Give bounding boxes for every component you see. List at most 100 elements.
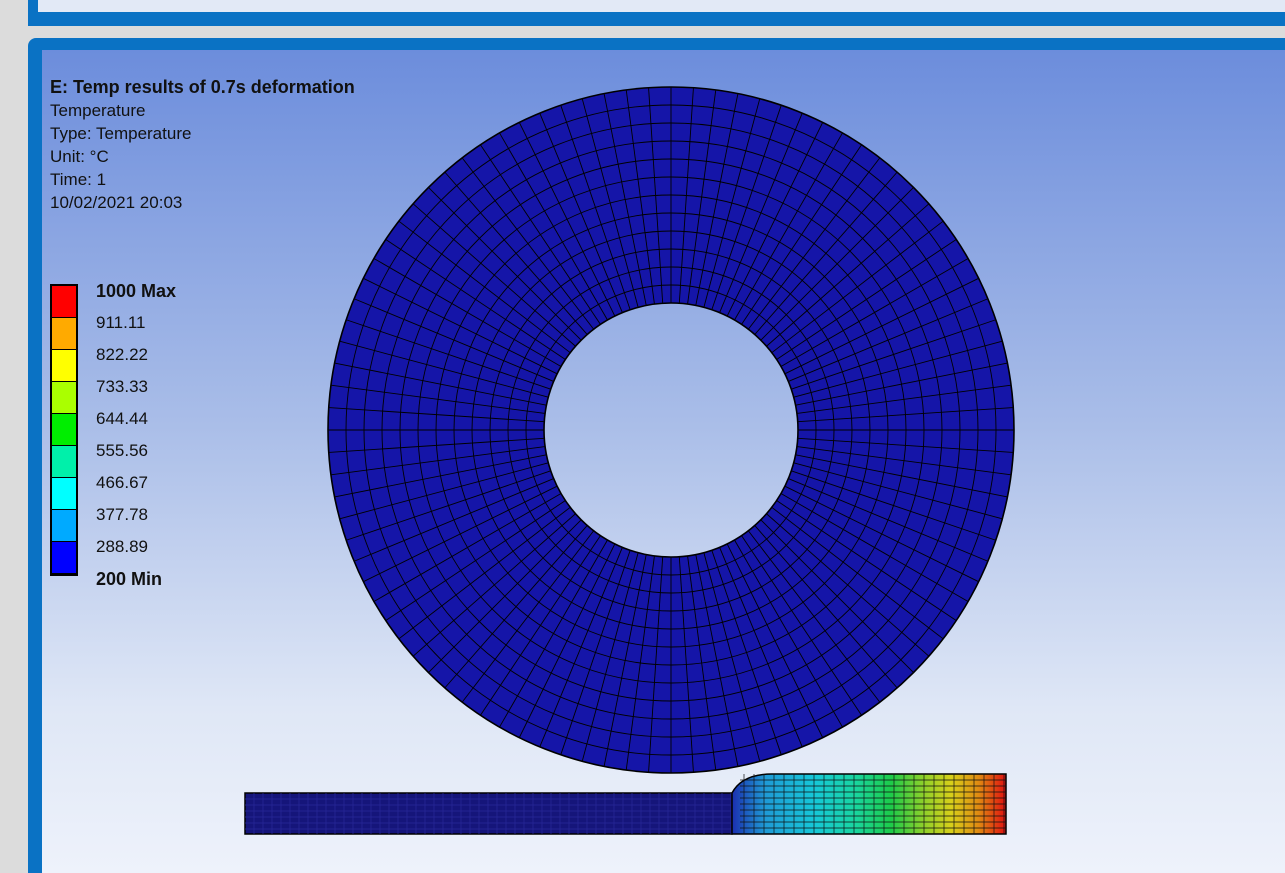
- mesh-spoke: [330, 446, 546, 476]
- mesh-spoke: [797, 407, 1014, 423]
- mesh-spoke: [797, 437, 1014, 453]
- result-info-block: E: Temp results of 0.7s deformation Temp…: [50, 76, 355, 214]
- mesh-spoke: [334, 454, 547, 498]
- mesh-spoke: [518, 543, 616, 738]
- graphics-window-frame: E: Temp results of 0.7s deformation Temp…: [28, 38, 1285, 873]
- mesh-spoke: [760, 519, 914, 673]
- legend-label: 555.56: [96, 441, 148, 460]
- mesh-spoke: [373, 493, 562, 602]
- mesh-spoke: [346, 470, 551, 541]
- mesh-spoke: [771, 220, 944, 354]
- legend-label-max: 1000 Max: [96, 281, 177, 301]
- mesh-spoke: [788, 478, 989, 562]
- mesh-spoke: [754, 171, 898, 335]
- mesh-spoke: [334, 362, 547, 406]
- legend-swatch: [52, 478, 76, 510]
- mesh-spoke: [760, 187, 914, 341]
- legend-label: 466.67: [96, 473, 148, 492]
- mesh-spoke: [766, 513, 930, 657]
- mesh-spoke: [695, 93, 739, 306]
- mesh-spoke: [784, 277, 979, 375]
- mesh-spoke: [776, 239, 957, 360]
- mesh-spoke: [766, 203, 930, 347]
- mesh-spoke: [678, 556, 694, 773]
- result-timestamp: 10/02/2021 20:03: [50, 193, 183, 212]
- mesh-spoke: [695, 554, 739, 767]
- mesh-spoke: [330, 384, 546, 414]
- mesh-spoke: [339, 462, 549, 520]
- mesh-spoke: [741, 144, 862, 325]
- mesh-spoke: [791, 470, 996, 541]
- result-title: E: Temp results of 0.7s deformation: [50, 77, 355, 97]
- mesh-spoke: [795, 454, 1008, 498]
- legend-label: 733.33: [96, 377, 148, 396]
- mesh-spoke: [711, 105, 782, 310]
- wheel-ring-mesh: [327, 86, 1015, 774]
- mesh-spoke: [776, 500, 957, 621]
- mesh-spoke: [793, 340, 1003, 398]
- legend-swatch: [52, 382, 76, 414]
- legend-labels: 1000 Max 911.11 822.22 733.33 644.44 555…: [96, 281, 177, 604]
- mesh-spoke: [796, 384, 1012, 414]
- mesh-spoke: [711, 550, 782, 755]
- mesh-spoke: [560, 105, 631, 310]
- mesh-spoke: [719, 547, 803, 748]
- mesh-spoke: [385, 500, 566, 621]
- mesh-spoke: [780, 258, 969, 367]
- result-time: Time: 1: [50, 170, 107, 189]
- result-type: Type: Temperature: [50, 124, 192, 143]
- mesh-spoke: [560, 550, 631, 755]
- mesh-spoke: [795, 362, 1008, 406]
- mesh-spoke: [726, 543, 824, 738]
- mesh-spoke: [754, 525, 898, 689]
- mesh-spoke: [687, 555, 717, 771]
- mesh-spoke: [625, 555, 655, 771]
- mesh-spoke: [328, 407, 545, 423]
- mesh-spoke: [363, 277, 558, 375]
- legend-label: 822.22: [96, 345, 148, 364]
- mesh-spoke: [499, 539, 608, 728]
- mesh-spoke: [784, 485, 979, 583]
- mesh-spoke: [353, 478, 554, 562]
- mesh-spoke: [385, 239, 566, 360]
- mesh-spoke: [444, 171, 588, 335]
- mesh-spoke: [373, 258, 562, 367]
- mesh-spoke: [539, 112, 623, 313]
- mesh-spoke: [734, 539, 843, 728]
- mesh-spoke: [412, 203, 576, 347]
- legend-swatch: [52, 286, 76, 318]
- mesh-spoke: [398, 220, 571, 354]
- mesh-spoke: [518, 122, 616, 317]
- mesh-spoke: [581, 552, 639, 762]
- mesh-spoke: [461, 530, 595, 703]
- mesh-spoke: [796, 446, 1012, 476]
- mesh-spoke: [780, 493, 969, 602]
- mesh-spoke: [346, 319, 551, 390]
- legend-label: 911.11: [96, 313, 146, 332]
- mesh-spoke: [648, 87, 664, 304]
- model-render[interactable]: [42, 50, 1285, 873]
- mesh-spoke: [734, 132, 843, 321]
- mesh-spoke: [788, 298, 989, 382]
- legend-swatch: [52, 446, 76, 478]
- mesh-spoke: [581, 98, 639, 308]
- mesh-spoke: [747, 530, 881, 703]
- legend-label: 644.44: [96, 409, 148, 428]
- mesh-spoke: [480, 144, 601, 325]
- plate-mesh: [244, 773, 1007, 835]
- graphics-viewport[interactable]: E: Temp results of 0.7s deformation Temp…: [42, 50, 1285, 873]
- mesh-spoke: [480, 535, 601, 716]
- mesh-spoke: [703, 552, 761, 762]
- legend-swatch: [52, 318, 76, 350]
- mesh-spoke: [353, 298, 554, 382]
- mesh-spoke: [793, 462, 1003, 520]
- legend-swatch: [52, 414, 76, 446]
- mesh-spoke: [539, 547, 623, 748]
- mesh-spoke: [726, 122, 824, 317]
- mesh-spoke: [719, 112, 803, 313]
- mesh-spoke: [648, 556, 664, 773]
- mesh-spoke: [687, 89, 717, 305]
- mesh-spoke: [328, 437, 545, 453]
- upper-panel-body: [38, 0, 1285, 12]
- mesh-spoke: [747, 157, 881, 330]
